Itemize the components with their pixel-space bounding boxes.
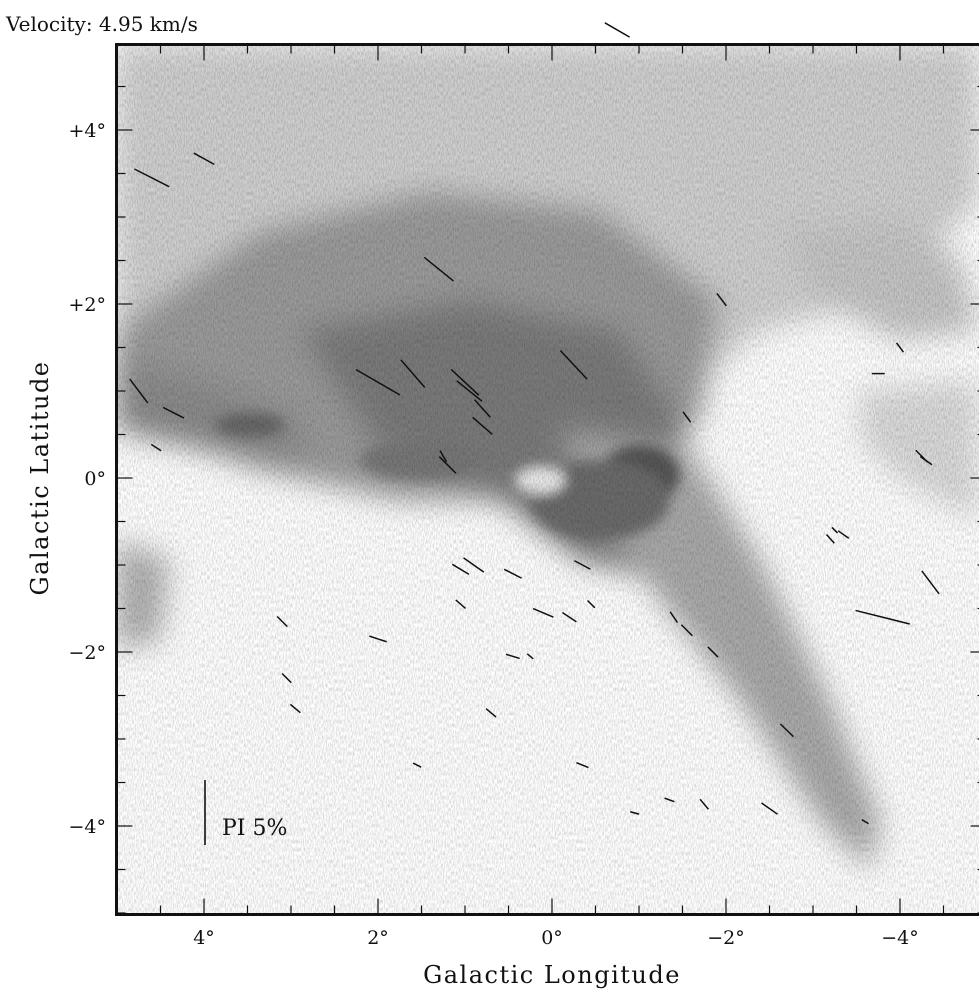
polarization-vector — [439, 450, 448, 463]
x-tick-label: −2° — [707, 927, 745, 949]
polarization-vector — [895, 342, 905, 353]
polarization-vector — [761, 802, 778, 815]
polarization-vector — [503, 568, 522, 579]
polarization-vector — [526, 653, 534, 660]
polarization-vector — [532, 607, 554, 618]
polarization-vector — [825, 534, 835, 544]
polarization-vector — [281, 672, 292, 684]
x-tick-label: −4° — [881, 927, 919, 949]
polarization-vector — [682, 411, 692, 423]
polarization-vector — [438, 456, 457, 474]
polarization-vector — [400, 359, 426, 388]
y-tick-label: 0° — [84, 468, 106, 490]
polarization-vector — [630, 811, 640, 815]
polarization-vector — [604, 22, 631, 38]
polarization-vector — [472, 416, 493, 435]
polarization-vector — [193, 152, 215, 166]
x-tick-label: 2° — [367, 927, 389, 949]
polarization-vector — [485, 708, 497, 718]
polarization-vector — [576, 761, 589, 769]
polarization-vector — [150, 443, 162, 452]
polarization-vector — [831, 526, 839, 534]
polarization-vector — [861, 819, 869, 825]
polarization-vector — [669, 611, 679, 624]
polarization-vector — [586, 599, 596, 609]
x-tick-label: 0° — [541, 927, 563, 949]
polarization-vector — [129, 378, 149, 404]
polarization-vector — [921, 570, 940, 595]
polarization-vector — [355, 368, 401, 396]
y-tick-labels: +4° +2° 0° −2° −4° — [68, 120, 106, 838]
polarization-vector — [707, 646, 719, 658]
polarization-vector — [474, 399, 491, 418]
polarization-vector — [276, 615, 288, 628]
polarization-vector — [561, 611, 577, 623]
polarization-vector — [423, 256, 455, 282]
y-tick-label: −4° — [68, 816, 106, 838]
polarization-vector — [455, 599, 467, 609]
polarization-vector — [779, 723, 794, 738]
polarization-vector — [451, 563, 470, 576]
polarization-vector — [456, 380, 483, 402]
x-tick-label: 4° — [193, 927, 215, 949]
polarization-vector — [919, 455, 933, 466]
y-tick-label: +4° — [68, 120, 106, 142]
polarization-vector — [134, 168, 170, 188]
polarization-vectors — [129, 22, 979, 825]
y-axis-label: Galactic Latitude — [26, 360, 54, 595]
polarization-vector — [680, 624, 693, 637]
polarization-vector — [559, 350, 588, 380]
polarization-vector — [463, 557, 485, 573]
chart-title: Velocity: 4.95 km/s — [5, 12, 198, 36]
polarization-vector — [450, 368, 480, 396]
x-tick-labels: 4° 2° 0° −2° −4° — [193, 927, 919, 949]
scale-bar-label: PI 5% — [222, 816, 287, 841]
intensity-background — [116, 44, 979, 915]
polarization-vector — [369, 635, 387, 643]
polarization-vector — [289, 703, 301, 714]
polarization-vector — [574, 560, 591, 570]
polarization-vector — [837, 530, 850, 539]
polarization-vector — [699, 798, 710, 810]
polarization-vector — [412, 762, 422, 768]
polarization-vector — [664, 797, 675, 803]
y-tick-label: +2° — [68, 294, 106, 316]
polarization-vector — [162, 406, 185, 419]
polarization-vector — [855, 609, 910, 625]
polarization-vector — [716, 292, 727, 307]
x-axis-label: Galactic Longitude — [423, 961, 681, 989]
pi-scale-bar: PI 5% — [204, 780, 287, 845]
polarization-vector — [505, 653, 520, 660]
y-tick-label: −2° — [68, 642, 106, 664]
